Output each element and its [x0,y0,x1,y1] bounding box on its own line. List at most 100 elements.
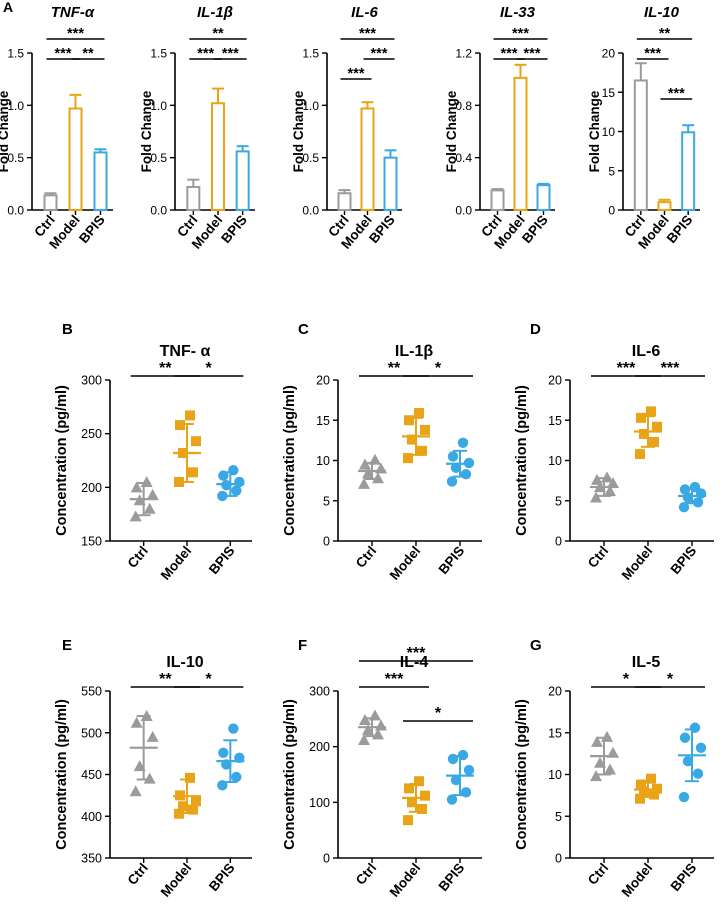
data-point-triangle [143,502,156,514]
significance-label: *** [55,46,72,62]
x-category-label: Model [619,860,656,900]
chart-title: TNF- α [160,343,211,360]
y-tick-label: 10 [316,454,330,468]
data-point-triangle [129,785,142,797]
y-tick-label: 5 [608,164,615,178]
data-point-square [407,434,417,445]
chart-title: IL-1β [395,343,433,360]
data-point-square [639,428,649,439]
data-point-square [407,797,417,808]
data-point-triangle [372,472,384,484]
y-tick-label: 1.5 [302,47,319,61]
x-category-label: BPIS [76,212,108,246]
data-point-square [185,772,195,783]
chart-e: 350 400 450 500 550 Ctrl Model BPIS Concentratio… [54,654,252,900]
significance-label: * [206,360,213,377]
y-tick-label: 10 [548,454,562,468]
data-point-square [404,783,414,794]
y-tick-label: 0.0 [150,204,167,218]
bar [337,192,352,211]
significance-label: ** [159,671,172,688]
chart-title: IL-5 [632,654,661,671]
bar [235,150,250,212]
data-point-square [417,804,427,815]
panel-label-f: F [298,637,307,654]
data-point-circle [457,437,469,448]
bar [490,189,505,211]
y-tick-label: 200 [81,481,102,495]
chart-title: IL-6 [632,343,661,360]
y-tick-label: 10 [602,125,616,139]
x-category-label: Ctrl [125,860,151,887]
y-tick-label: 250 [81,427,102,441]
bar [513,76,528,211]
y-axis-title: Concentration (pg/ml) [282,385,298,536]
y-tick-label: 500 [81,726,102,740]
data-point-square [636,779,646,790]
y-tick-label: 15 [548,726,562,740]
significance-label: *** [524,46,541,62]
y-tick-label: 100 [309,796,330,810]
data-point-circle [217,490,228,502]
y-axis-title: Concentration (pg/ml) [514,385,530,536]
significance-label: * [667,671,674,688]
data-point-square [414,776,424,787]
y-axis-title: Concentration (pg/ml) [282,699,298,850]
bar [536,184,551,211]
data-point-square [417,445,427,456]
chart-title: IL-33 [500,4,536,21]
data-point-triangle [359,458,371,470]
y-tick-label: 15 [602,86,616,100]
data-point-triangle [143,772,156,784]
y-tick-label: 0.8 [455,99,472,113]
y-tick-label: 0 [323,535,330,549]
x-category-label: Ctrl [585,543,611,570]
data-point-square [174,808,184,819]
data-point-triangle [601,730,613,742]
significance-label: ** [159,360,172,377]
y-tick-label: 1.2 [455,47,472,61]
y-tick-label: 5 [555,810,562,824]
y-tick-label: 300 [309,685,330,699]
panel-label-a: A [3,0,13,15]
significance-label: *** [661,360,680,377]
y-axis-title: Fold Change [0,90,11,172]
data-point-circle [678,791,690,803]
data-point-circle [682,755,694,767]
x-category-label: Model [158,543,195,583]
data-point-circle [463,764,475,776]
y-tick-label: 0.0 [7,204,24,218]
data-point-circle [679,732,691,743]
data-point-circle [450,774,462,786]
y-tick-label: 300 [81,374,102,388]
data-point-triangle [591,473,603,485]
significance-label: ** [82,46,94,62]
data-point-triangle [129,510,142,522]
data-point-circle [446,476,458,487]
x-category-label: BPIS [668,860,700,894]
data-point-circle [228,723,239,734]
y-axis-title: Fold Change [139,90,154,172]
x-category-label: Model [387,860,424,900]
bar [43,194,58,211]
data-point-triangle [146,730,159,742]
data-point-triangle [590,770,602,782]
y-tick-label: 450 [81,768,102,782]
significance-label: *** [668,86,685,102]
data-point-circle [234,476,245,488]
y-tick-label: 400 [81,810,102,824]
data-point-square [403,815,413,826]
significance-label: * [435,705,442,722]
data-point-square [178,801,188,812]
x-category-label: Model [387,543,424,583]
x-category-label: BPIS [436,860,468,894]
y-tick-label: 0.0 [302,204,319,218]
panel-label-d: D [530,321,541,338]
chart-d: 0 5 10 15 20 Ctrl Model BPIS Concentration (pg/m… [514,343,714,583]
data-point-square [420,424,430,435]
y-tick-label: 550 [81,685,102,699]
significance-label: * [206,671,213,688]
